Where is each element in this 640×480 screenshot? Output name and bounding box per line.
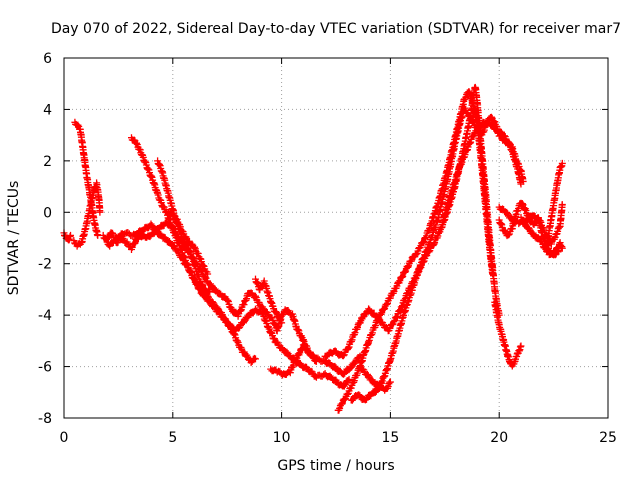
x-tick-label: 10 [273,430,291,446]
series-trace-21 [543,159,566,247]
series-trace-18 [495,199,566,248]
y-tick-label: 4 [43,102,52,118]
x-tick-label: 0 [60,430,69,446]
series-trace-3 [70,179,104,250]
chart-title: Day 070 of 2022, Sidereal Day-to-day VTE… [51,21,621,37]
series-trace-12 [347,104,527,404]
data-markers [439,118,525,227]
y-tick-label: -6 [38,360,52,376]
data-markers [347,104,527,404]
data-markers [70,179,104,250]
series-trace-9 [252,275,286,327]
series-trace-8 [164,208,212,278]
data-markers [252,275,286,327]
x-tick-label: 15 [381,430,399,446]
data-markers [128,134,259,367]
y-tick-label: 0 [43,205,52,221]
data-markers [543,159,566,247]
series-trace-13 [356,363,394,394]
data-markers [495,199,566,248]
data-markers [356,363,394,394]
series-trace-10 [267,341,320,379]
y-tick-label: -2 [38,257,52,273]
data-markers [60,229,75,244]
series-trace-1 [60,229,75,244]
data-points [60,83,566,414]
data-markers [267,341,320,379]
data-markers [471,105,497,278]
series-trace-17 [491,298,525,370]
series-trace-20 [517,213,564,259]
data-markers [491,298,525,370]
x-tick-label: 20 [490,430,508,446]
data-markers [164,208,212,278]
series-trace-6 [128,134,259,367]
y-tick-label: 2 [43,154,52,170]
y-axis-label: SDTVAR / TECUs [6,181,22,296]
x-tick-label: 5 [168,430,177,446]
plot-frame [63,57,609,419]
series-trace-15 [471,105,497,278]
data-markers [517,213,564,259]
series-trace-16 [439,118,525,227]
tick-labels: 0 5 10 15 20 25 -8 -6 -4 -2 0 2 4 6 [38,51,617,446]
y-tick-label: -4 [38,308,52,324]
y-tick-label: -8 [38,411,52,427]
x-tick-label: 25 [599,430,617,446]
x-axis-label: GPS time / hours [277,458,394,474]
y-tick-label: 6 [43,51,52,67]
